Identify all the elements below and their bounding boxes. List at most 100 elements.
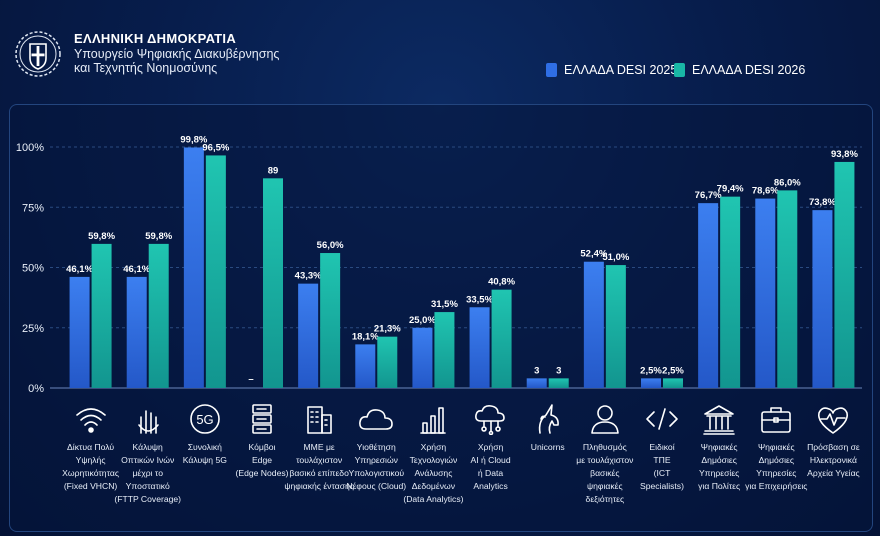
category-label: Χρήση Τεχνολογιών Ανάλυσης Δεδομένων (Da… (403, 442, 464, 504)
data-label: 89 (268, 165, 279, 176)
data-label: 2,5% (640, 365, 662, 376)
data-label: 51,0% (602, 252, 629, 263)
bar (755, 198, 776, 388)
data-label: 96,5% (202, 142, 229, 153)
data-label: 46,1% (123, 264, 150, 275)
data-label: 59,8% (145, 231, 172, 242)
ai-cloud-icon (474, 405, 505, 435)
header: ΕΛΛΗΝΙΚΗ ΔΗΜΟΚΡΑΤΙΑ Υπουργείο Ψηφιακής Δ… (0, 0, 880, 100)
bar (320, 253, 341, 388)
bar (526, 378, 547, 388)
legend-swatch-2026 (674, 63, 685, 77)
data-label: 46,1% (66, 264, 93, 275)
bar (605, 265, 626, 388)
category-label: Ψηφιακές Δημόσιες Υπηρεσίες για Επιχειρή… (745, 442, 808, 491)
bar (548, 378, 569, 388)
data-label: 76,7% (695, 190, 722, 201)
5g-icon: 5G (190, 404, 220, 434)
bar (263, 178, 283, 388)
data-label: 40,8% (488, 277, 515, 288)
greek-coat-of-arms-icon (15, 31, 61, 77)
data-label: 59,8% (88, 231, 115, 242)
y-tick-label: 0% (28, 383, 44, 395)
data-label: 43,3% (295, 271, 322, 282)
category-label: Unicorns (530, 442, 565, 452)
category-label: Πληθυσμός με τουλάχιστον βασικές ψηφιακέ… (576, 442, 634, 504)
server-icon (252, 404, 272, 434)
data-label: 86,0% (774, 177, 801, 188)
data-label: 2,5% (662, 365, 684, 376)
data-label: 99,8% (180, 134, 207, 145)
category-label: Δίκτυα Πολύ Υψηλής Χωρητικότητας (Fixed … (62, 442, 119, 491)
bar (205, 155, 226, 388)
category-label: Ειδικοί ΤΠΕ (ICT Specialists) (640, 442, 684, 491)
wifi-icon (75, 408, 106, 433)
svg-text:5G: 5G (196, 412, 213, 427)
data-label: 3 (534, 365, 539, 376)
category-label: ΜΜΕ με τουλάχιστον βασικό επίπεδο ψηφιακ… (284, 442, 354, 491)
briefcase-icon (761, 407, 792, 433)
data-label: 3 (556, 365, 561, 376)
data-label: 56,0% (317, 240, 344, 251)
data-label: 21,3% (374, 324, 401, 335)
bar (377, 336, 398, 388)
bar (663, 378, 683, 388)
unicorn-icon (538, 404, 559, 434)
building-icon (307, 406, 332, 434)
organization-name: ΕΛΛΗΝΙΚΗ ΔΗΜΟΚΡΑΤΙΑ Υπουργείο Ψηφιακής Δ… (74, 31, 280, 76)
bar (812, 210, 833, 388)
code-icon (646, 408, 678, 430)
y-tick-label: 50% (22, 263, 44, 275)
person-icon (591, 405, 619, 434)
cloud-icon (359, 409, 394, 430)
category-label: Πρόσβαση σε Ηλεκτρονικά Αρχεία Υγείας (807, 442, 860, 478)
legend-label-2026: ΕΛΛΑΔΑ DESI 2026 (692, 63, 806, 77)
data-label: 73,8% (809, 197, 836, 208)
bar (355, 344, 376, 388)
legend-swatch-2025 (546, 63, 557, 77)
bar (834, 161, 855, 388)
data-label: 33,5% (466, 294, 493, 305)
ministry-line-1: Υπουργείο Ψηφιακής Διακυβέρνησης (74, 47, 280, 61)
legend-label-2025: ΕΛΛΑΔΑ DESI 2025 (564, 63, 678, 77)
bar (434, 312, 455, 388)
data-label: 31,5% (431, 299, 458, 310)
data-label: – (248, 374, 253, 385)
category-label: Κάλυψη Οπτικών Ινών μέχρι το Υποστατικό … (114, 442, 182, 504)
data-label: 93,8% (831, 149, 858, 160)
data-label: 78,6% (752, 186, 779, 197)
government-building-icon (703, 405, 735, 435)
data-label: 52,4% (580, 249, 607, 260)
bar (148, 243, 169, 388)
bar (777, 190, 798, 388)
y-tick-label: 100% (16, 142, 44, 154)
bar (91, 243, 112, 388)
health-heart-icon (818, 407, 849, 434)
bar (69, 276, 90, 388)
bar (126, 276, 147, 388)
data-label: 79,4% (717, 184, 744, 195)
bar (469, 307, 490, 388)
bar (698, 203, 719, 388)
bar (412, 327, 433, 388)
category-label: Κόμβοι Edge (Edge Nodes) (235, 442, 289, 478)
y-tick-label: 25% (22, 323, 44, 335)
data-label: 25,0% (409, 315, 436, 326)
bar (583, 261, 604, 388)
bar (720, 196, 741, 388)
bar (183, 147, 204, 388)
bar (298, 283, 319, 388)
category-label: Ψηφιακές Δημόσιες Υπηρεσίες για Πολίτες (698, 442, 741, 491)
bar (491, 289, 512, 388)
org-title: ΕΛΛΗΝΙΚΗ ΔΗΜΟΚΡΑΤΙΑ (74, 31, 237, 46)
fiber-icon (137, 410, 159, 434)
category-label: Υιοθέτηση Υπηρεσιών Υπολογιστικού Νέφους… (346, 442, 407, 491)
ministry-line-2: και Τεχνητής Νοημοσύνης (74, 61, 218, 75)
category-label: Συνολική Κάλυψη 5G (182, 442, 227, 465)
category-label: Χρήση AI ή Cloud ή Data Analytics (470, 442, 511, 491)
y-tick-label: 75% (22, 202, 44, 214)
bar-chart-icon (420, 407, 447, 434)
bar (641, 378, 661, 388)
data-label: 18,1% (352, 331, 379, 342)
